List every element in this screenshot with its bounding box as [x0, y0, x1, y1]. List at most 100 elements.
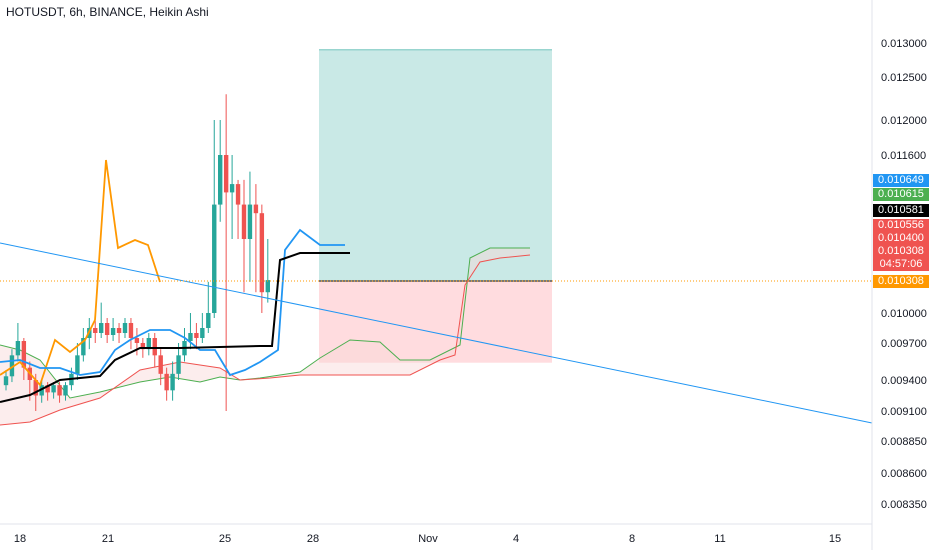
time-tick-label: 15 — [829, 533, 841, 545]
time-tick-label: 8 — [629, 533, 635, 545]
candle — [128, 318, 134, 350]
candle-body — [247, 204, 253, 239]
candle-body — [110, 328, 116, 335]
target-zone — [319, 49, 552, 281]
ichimoku-cloud — [0, 247, 531, 426]
price-tick-label: 0.009400 — [881, 375, 927, 387]
candle — [63, 382, 68, 401]
candle-body — [3, 376, 9, 386]
candle-body — [93, 328, 98, 333]
price-tag: 0.010308 — [873, 275, 929, 288]
candle-body — [9, 355, 15, 377]
candle — [182, 328, 187, 362]
candle-body — [21, 341, 27, 368]
candle-body — [218, 155, 223, 205]
price-axis[interactable]: 0.013000 0.012500 0.012000 0.011600 0.010000… — [881, 38, 927, 511]
candle-body — [158, 355, 163, 374]
price-tick-label: 0.008850 — [881, 436, 927, 448]
span-a-line — [0, 247, 530, 399]
candles-group — [3, 94, 270, 411]
candle — [212, 120, 217, 318]
candle-body — [176, 355, 181, 374]
candle — [57, 382, 62, 403]
price-tick-label: 0.011600 — [881, 150, 926, 162]
candle-body — [15, 341, 21, 356]
candle-body — [51, 385, 56, 393]
lagging-span-line — [0, 159, 161, 387]
candle — [170, 361, 175, 401]
candle — [200, 313, 205, 343]
price-tag: 0.010615 — [873, 188, 929, 201]
candle — [15, 323, 21, 362]
candle-body — [104, 323, 110, 335]
candle — [235, 179, 241, 239]
time-tick-label: 11 — [714, 533, 725, 545]
candle-body — [170, 373, 175, 391]
candle-body — [81, 338, 86, 356]
candle-body — [200, 328, 205, 338]
candle — [3, 370, 9, 391]
candle — [158, 349, 163, 386]
candle-body — [194, 333, 199, 338]
overlay-group — [0, 242, 873, 424]
candle — [253, 184, 259, 293]
price-tick-label: 0.008600 — [881, 468, 927, 480]
position-zones — [319, 49, 552, 363]
candle — [241, 179, 247, 293]
price-tick-label: 0.010000 — [881, 308, 927, 320]
candle-body — [134, 338, 140, 343]
candle-body — [212, 204, 217, 313]
candle — [122, 318, 128, 338]
candle — [81, 328, 86, 362]
candle-body — [235, 184, 241, 205]
candle-body — [33, 380, 38, 396]
time-tick-label: 25 — [219, 533, 231, 545]
candle — [218, 120, 223, 222]
candle-body — [229, 184, 235, 193]
chart-title: HOTUSDT, 6h, BINANCE, Heikin Ashi — [6, 5, 209, 19]
indicator-lines — [0, 159, 350, 403]
candle-body — [63, 385, 68, 396]
price-tick-label: 0.009700 — [881, 338, 927, 350]
candle-body — [223, 155, 229, 193]
candle-body — [45, 385, 50, 393]
candle — [194, 323, 199, 350]
candle — [164, 367, 169, 401]
candle — [265, 239, 270, 303]
candle — [229, 155, 235, 239]
candle-body — [57, 385, 62, 396]
candle-body — [75, 355, 80, 374]
candle-body — [265, 280, 270, 293]
candle-body — [39, 385, 44, 396]
candle — [247, 171, 253, 282]
time-axis[interactable]: 18 21 25 28 Nov 4 8 11 15 — [14, 533, 841, 545]
time-tick-label: 4 — [513, 533, 519, 545]
candle — [99, 302, 104, 338]
candle — [116, 323, 122, 343]
kijun-line — [0, 252, 350, 403]
span-b-line — [0, 254, 531, 426]
candle — [51, 382, 56, 399]
candle — [93, 321, 98, 343]
price-tick-label: 0.008350 — [881, 499, 927, 511]
price-tick-label: 0.012500 — [881, 72, 927, 84]
candle-body — [116, 328, 122, 333]
time-tick-label: 28 — [307, 533, 319, 545]
candle — [223, 94, 229, 411]
price-tag: 0.010649 — [873, 174, 929, 187]
candle — [152, 333, 157, 368]
trendline — [0, 242, 873, 424]
candle — [39, 380, 44, 403]
candle-body — [164, 373, 169, 391]
price-tick-label: 0.012000 — [881, 115, 927, 127]
price-tag: 0.010556 0.010400 0.010308 04:57:06 — [873, 219, 929, 271]
candle-body — [146, 338, 151, 350]
candle — [146, 333, 151, 356]
price-tag-line: 0.010556 — [878, 219, 924, 231]
price-tag-line: 04:57:06 — [879, 258, 923, 270]
candle-body — [128, 323, 134, 338]
tenkan-line — [0, 228, 345, 377]
cloud-fill — [0, 248, 530, 425]
time-tick-label: Nov — [418, 533, 438, 545]
